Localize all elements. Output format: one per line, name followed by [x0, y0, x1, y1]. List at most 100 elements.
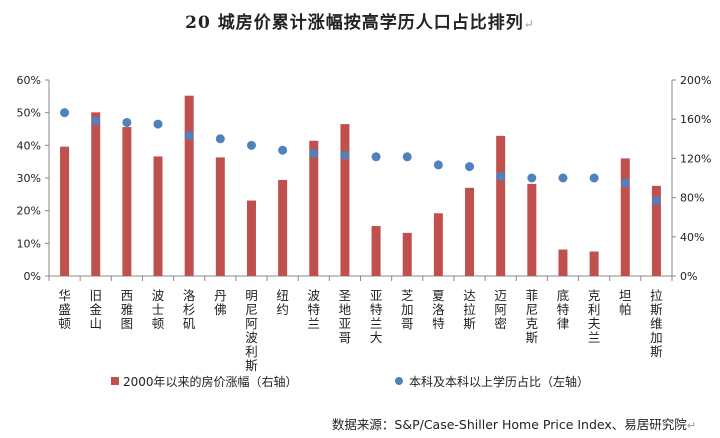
legend-bar-swatch — [111, 377, 119, 385]
point-迈阿密 — [496, 171, 506, 181]
point-菲尼克斯 — [527, 173, 537, 183]
category-label-char: 约 — [276, 302, 289, 317]
category-label-char: 维 — [650, 316, 663, 331]
bar-纽约 — [278, 179, 288, 276]
category-label-char: 克 — [526, 316, 539, 331]
category-label-char: 洛 — [183, 288, 196, 303]
category-label-char: 迈 — [494, 288, 507, 303]
point-达拉斯 — [465, 162, 475, 172]
point-克利夫兰 — [589, 173, 599, 183]
bar-拉斯维加斯 — [651, 185, 661, 276]
right-tick-label: 200% — [680, 74, 711, 87]
category-label-char: 圣 — [339, 288, 352, 303]
category-label-char: 哥 — [401, 316, 414, 331]
category-label: 洛杉矶 — [183, 288, 196, 331]
bar-西雅图 — [122, 127, 132, 276]
category-label-char: 利 — [245, 344, 258, 359]
point-拉斯维加斯 — [651, 196, 661, 206]
category-label-char: 芝 — [401, 288, 414, 303]
category-label-char: 加 — [650, 330, 663, 345]
point-丹佛 — [215, 134, 225, 144]
point-底特律 — [558, 173, 568, 183]
legend: 2000年以来的房价涨幅（右轴） 本科及本科以上学历占比（左轴） — [111, 374, 589, 389]
bar-亚特兰大 — [371, 226, 381, 276]
bar-波士顿 — [153, 156, 163, 276]
bar-明尼阿波利斯 — [246, 200, 256, 276]
point-波士顿 — [153, 119, 163, 129]
category-label-char: 顿 — [58, 316, 71, 331]
category-label-char: 丹 — [214, 288, 227, 303]
category-label: 波特兰 — [308, 288, 321, 331]
category-label-char: 斯 — [245, 358, 258, 373]
category-label-char: 斯 — [650, 302, 663, 317]
category-label-char: 明 — [245, 288, 258, 303]
left-tick-label: 40% — [17, 139, 41, 152]
category-label-char: 波 — [308, 288, 321, 303]
category-label-char: 特 — [370, 302, 383, 317]
category-label-char: 佛 — [214, 302, 227, 317]
chart-axes: 0% 10% 20% 30% 40% 50% 60% 0% 40% 80% 120% 160% 200% — [17, 74, 712, 283]
bar-菲尼克斯 — [527, 183, 537, 276]
category-label-char: 西 — [121, 288, 134, 303]
bar-坦帕 — [620, 158, 630, 276]
category-label: 波士顿 — [152, 288, 165, 331]
category-label-char: 波 — [245, 330, 258, 345]
category-label-char: 兰 — [370, 316, 383, 331]
left-tick-label: 30% — [17, 172, 41, 185]
category-label-char: 金 — [89, 302, 102, 317]
category-label-char: 夫 — [588, 316, 601, 331]
category-label-char: 阿 — [494, 302, 507, 317]
point-坦帕 — [620, 178, 630, 188]
bar-丹佛 — [215, 157, 225, 276]
point-洛杉矶 — [184, 131, 194, 141]
bar-series — [60, 95, 661, 277]
category-label-char: 克 — [588, 288, 601, 303]
category-label-char: 特 — [308, 302, 321, 317]
category-label-char: 盛 — [58, 302, 71, 317]
category-label-char: 底 — [557, 288, 570, 303]
category-label: 旧金山 — [89, 288, 102, 331]
category-label-char: 杉 — [183, 302, 196, 317]
left-tick-label: 10% — [17, 237, 41, 250]
category-label-char: 阿 — [245, 316, 258, 331]
category-label-char: 律 — [557, 316, 570, 331]
category-label-char: 亚 — [370, 288, 383, 303]
point-旧金山 — [91, 116, 101, 126]
category-label-char: 尼 — [245, 302, 258, 317]
category-label-char: 拉 — [463, 302, 476, 317]
point-芝加哥 — [402, 152, 412, 162]
left-tick-label: 60% — [17, 74, 41, 87]
category-label: 底特律 — [557, 288, 570, 331]
category-label-char: 拉 — [650, 288, 663, 303]
category-label-char: 加 — [401, 302, 414, 317]
category-label-char: 亚 — [339, 316, 352, 331]
bar-芝加哥 — [402, 232, 412, 276]
category-label-char: 斯 — [650, 344, 663, 359]
bar-旧金山 — [91, 112, 101, 276]
category-label-char: 士 — [152, 302, 165, 317]
category-label-char: 纽 — [276, 288, 289, 303]
chart-title: 20 城房价累计涨幅按高学历人口占比排列↵ — [185, 13, 535, 33]
point-纽约 — [278, 145, 288, 155]
right-tick-label: 160% — [680, 113, 711, 126]
category-label-char: 洛 — [432, 302, 445, 317]
category-label-char: 帕 — [619, 302, 632, 317]
category-label-char: 图 — [121, 316, 134, 331]
category-label: 达拉斯 — [463, 288, 476, 331]
category-label-char: 特 — [432, 316, 445, 331]
category-label-char: 地 — [339, 302, 352, 317]
category-label-char: 特 — [557, 302, 570, 317]
category-label-char: 斯 — [526, 330, 539, 345]
bar-华盛顿 — [60, 146, 70, 276]
bar-波特兰 — [309, 140, 319, 276]
category-label: 芝加哥 — [401, 288, 414, 331]
category-label: 夏洛特 — [432, 288, 445, 331]
category-label-char: 雅 — [121, 302, 134, 317]
left-tick-label: 50% — [17, 107, 41, 120]
category-label-char: 菲 — [526, 288, 539, 303]
